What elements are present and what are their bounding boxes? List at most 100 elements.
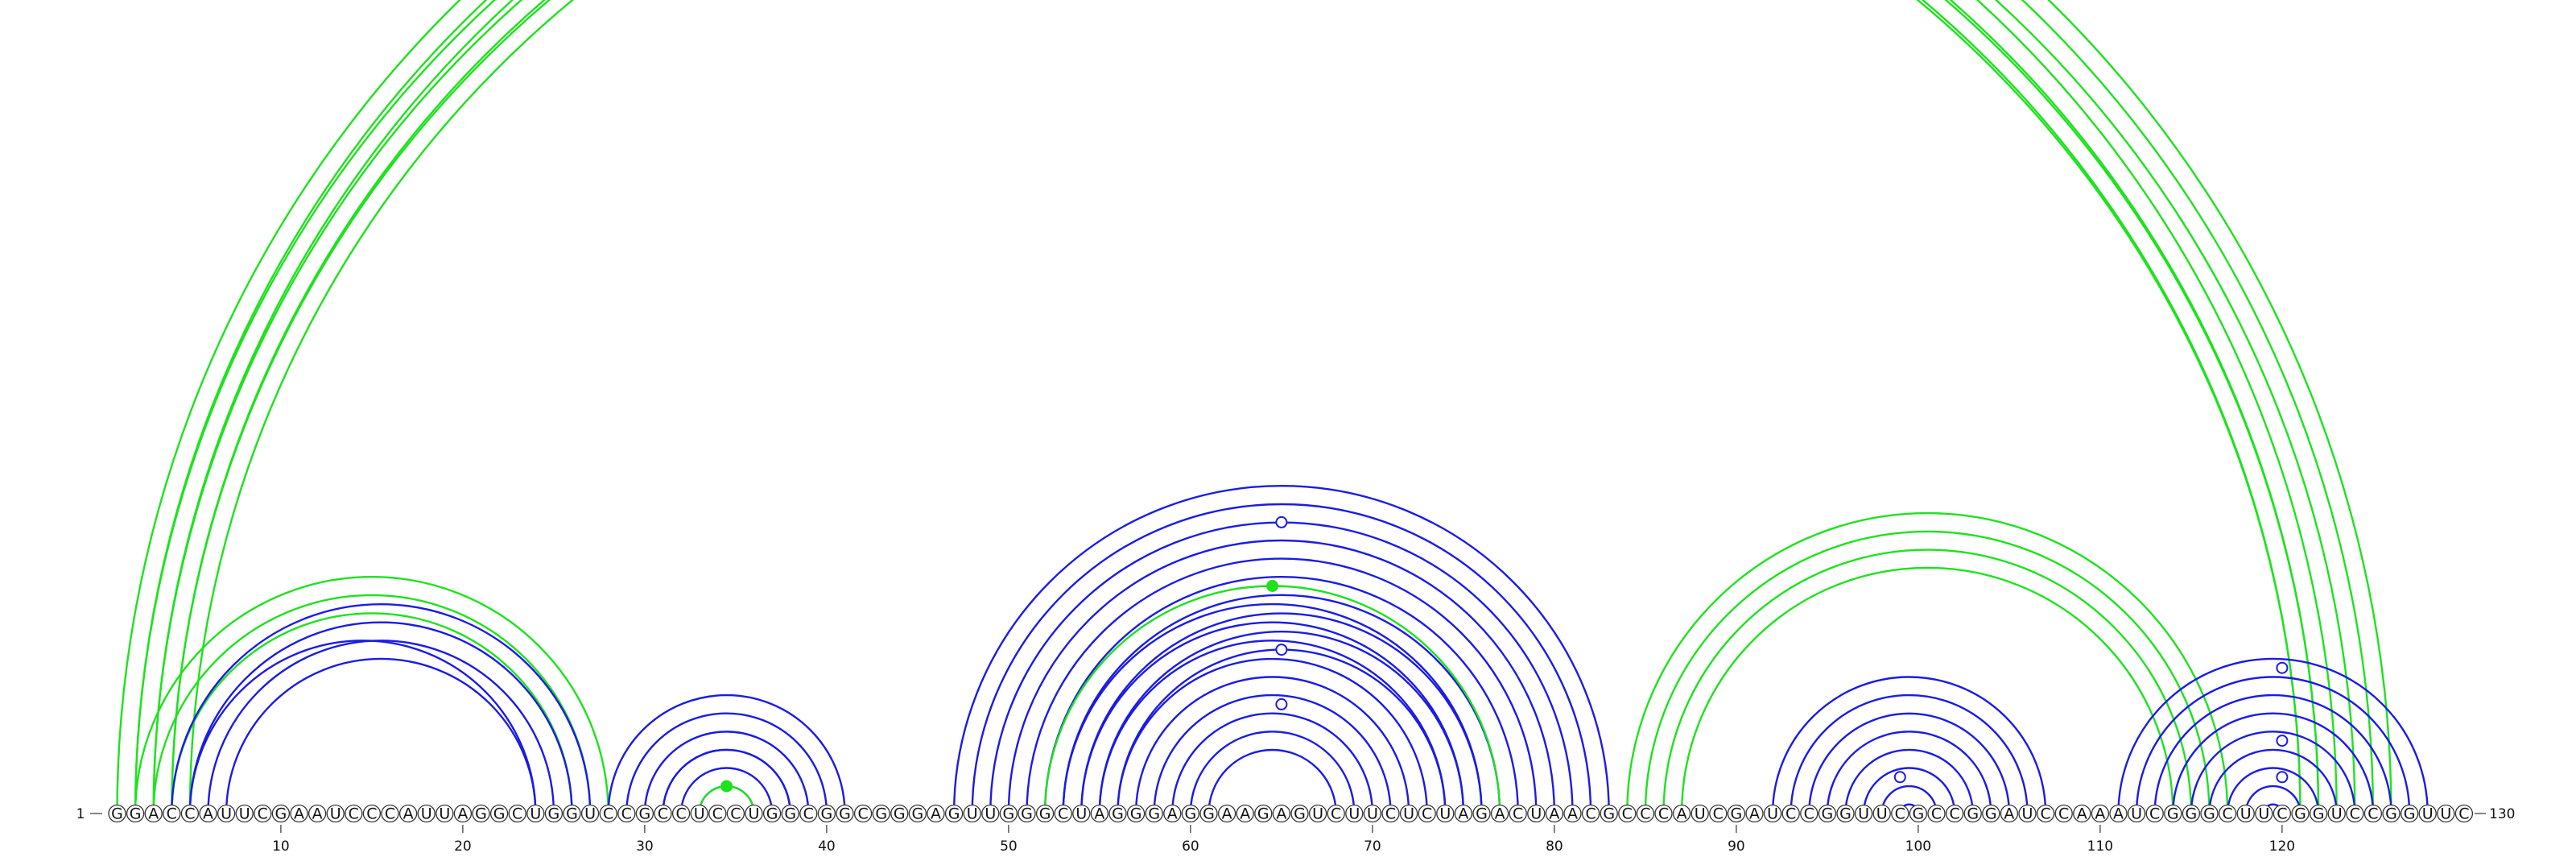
nucleotide-letter: A [1276,805,1286,823]
nucleotide-31: C [654,804,672,823]
nucleotide-letter: U [1858,805,1869,823]
nucleotide-105: A [2000,804,2019,823]
nucleotide-107: C [2036,804,2055,823]
nucleotide-39: C [799,804,818,823]
nucleotide-letter: G [1203,805,1215,823]
nucleotide-letter: A [457,805,468,823]
position-axis: 10 20 30 40 50 60 70 80 90 100 110 120 [272,825,2295,855]
nucleotide-52: G [1035,804,1055,823]
nucleotide-97: U [1854,804,1873,823]
nucleotide-letter: G [2167,805,2179,823]
nucleotide-letter: C [2368,805,2378,823]
nucleotide-42: C [853,804,873,823]
base-pair-arc-52-77 [1043,585,1501,814]
nucleotide-letter: G [948,805,960,823]
nucleotide-75: A [1454,804,1473,823]
nucleotide-109: A [2073,804,2091,823]
base-pair-arc-47-83 [952,485,1610,814]
base-pair-arc-28-41 [607,693,846,814]
tick-label: 10 [272,838,290,855]
nucleotide-49: U [981,804,1000,823]
base-pair-arc-3-122 [152,0,2320,814]
nucleotide-letter: G [1039,805,1051,823]
nucleotide-64: G [1254,804,1273,823]
nucleotide-34: C [708,804,727,823]
nucleotide-letter: C [2149,805,2160,823]
base-pair-arc-7-24 [225,657,537,814]
tick-label: 80 [1546,838,1563,855]
nucleotide-33: U [690,804,708,823]
nucleotide-124: C [2346,804,2364,823]
tick-label: 70 [1364,838,1381,855]
nucleotide-24: U [526,804,545,823]
arc-apex-marker [2276,661,2289,674]
base-pair-arc-52-78 [1043,576,1519,814]
nucleotide-letter: A [294,805,304,823]
marker-layer [720,515,2289,793]
nucleotide-78: C [1509,804,1527,823]
nucleotide-letter: G [2186,805,2198,823]
axis-tick-120: 120 [2269,825,2295,855]
nucleotide-letter: C [2058,805,2069,823]
axis-tick-50: 50 [1000,825,1018,855]
nucleotide-67: U [1308,804,1327,823]
nucleotide-letter: C [385,805,395,823]
nucleotide-letter: G [1185,805,1197,823]
base-pair-arc-117-122 [2226,767,2320,814]
nucleotide-letter: G [1913,805,1925,823]
nucleotide-58: G [1145,804,1163,823]
base-pair-arc-61-68 [1208,748,1337,814]
nucleotide-3: A [144,804,163,823]
nucleotide-87: A [1672,804,1691,823]
nucleotide-65: A [1272,804,1291,823]
base-pair-arc-48-82 [971,503,1592,814]
nucleotide-101: C [1927,804,1946,823]
nucleotide-letter: A [1567,805,1578,823]
nucleotide-letter: U [1695,805,1706,823]
base-pair-arc-5-26 [188,621,573,814]
base-pair-arc-53-77 [1062,594,1501,814]
nucleotide-letter: C [1385,805,1396,823]
arc-apex-marker [2276,735,2289,747]
nucleotide-84: C [1618,804,1637,823]
nucleotide-35: C [726,804,745,823]
nucleotide-letter: G [1603,805,1615,823]
nucleotide-53: C [1054,804,1072,823]
nucleotide-104: G [1982,804,2000,823]
nucleotide-letter: U [421,805,432,823]
nucleotide-letter: A [2095,805,2105,823]
nucleotide-letter: U [2240,805,2252,823]
nucleotide-11: A [290,804,308,823]
end-position-label: 130 [2489,806,2515,822]
axis-tick-90: 90 [1728,825,1745,855]
nucleotide-70: U [1363,804,1382,823]
nucleotide-114: G [2164,804,2182,823]
base-pair-arc-84-117 [1626,511,2229,814]
nucleotide-99: C [1891,804,1909,823]
nucleotide-letter: C [512,805,522,823]
axis-tick-30: 30 [636,825,654,855]
nucleotide-letter: G [1476,805,1488,823]
nucleotide-letter: C [1640,805,1650,823]
base-pair-arc-49-81 [989,521,1574,814]
nucleotide-108: C [2054,804,2073,823]
nucleotide-96: G [1836,804,1855,823]
nucleotide-letter: C [730,805,741,823]
nucleotide-4: C [163,804,181,823]
nucleotide-letter: A [931,805,941,823]
base-pair-arc-3-27 [152,594,592,814]
nucleotide-letter: A [403,805,414,823]
nucleotide-80: A [1545,804,1564,823]
nucleotide-letter: U [1312,805,1323,823]
nucleotide-letter: U [967,805,978,823]
nucleotide-92: U [1763,804,1782,823]
nucleotide-letter: C [1331,805,1341,823]
arc-apex-marker [2276,771,2289,784]
nucleotide-letter: C [2277,805,2287,823]
nucleotide-letter: C [857,805,868,823]
base-pair-arc-54-75 [1080,621,1465,814]
nucleotide-letter: C [2040,805,2050,823]
nucleotide-28: C [599,804,617,823]
nucleotide-37: G [762,804,782,823]
nucleotide-letter: G [912,805,924,823]
